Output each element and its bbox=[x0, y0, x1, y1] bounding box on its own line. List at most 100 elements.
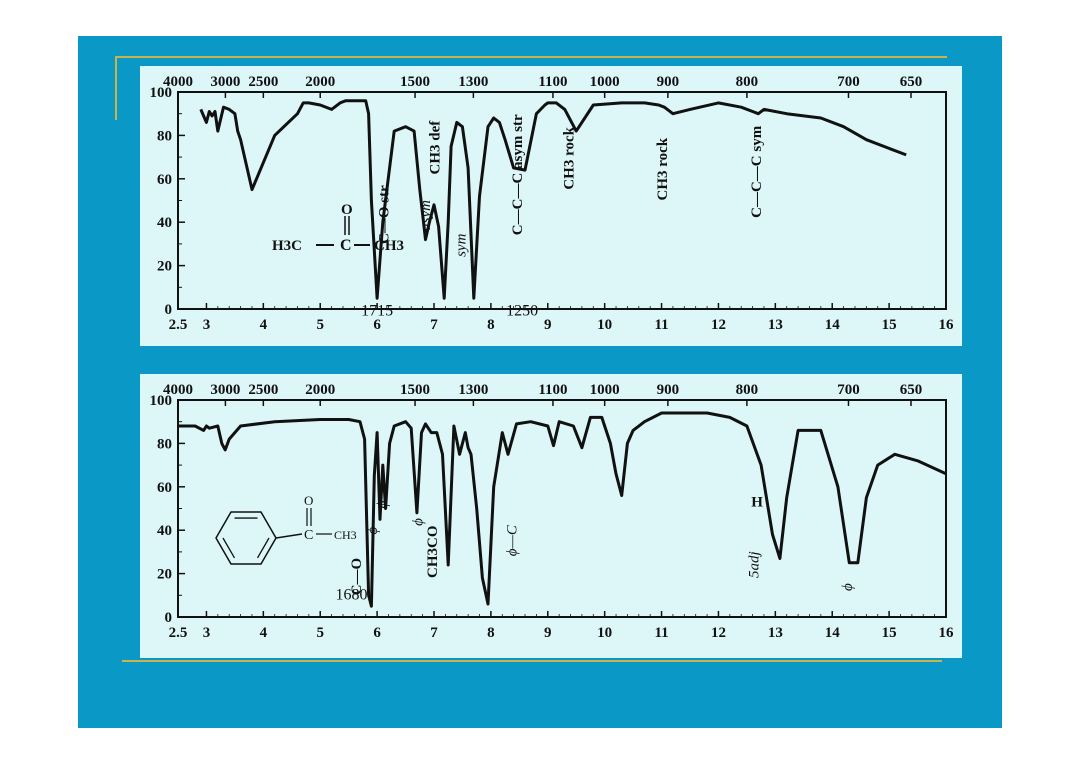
decorative-line bbox=[115, 56, 117, 120]
peak-annotation: ϕ bbox=[375, 501, 391, 509]
peak-annotation: 1715 bbox=[361, 303, 393, 320]
peak-annotation: 5adj bbox=[746, 551, 762, 578]
x-tick-label: 5 bbox=[316, 625, 324, 641]
peak-annotation: ϕ bbox=[840, 583, 856, 591]
x-tick-label: 10 bbox=[597, 317, 612, 333]
y-tick-label: 0 bbox=[165, 302, 173, 318]
x-tick-label: 2.5 bbox=[169, 625, 188, 641]
x-tick-label: 7 bbox=[430, 317, 438, 333]
y-tick-label: 60 bbox=[157, 172, 172, 188]
benzene-double-bond bbox=[222, 537, 236, 559]
top-tick-label: 1300 bbox=[458, 382, 488, 398]
acetophenone-ir-spectrum: 2.5 3 4 5 6 7 8 9 10 11 12 13 14 15 16 4000 3000 2500 2000… bbox=[150, 382, 955, 641]
top-tick-label: 900 bbox=[657, 74, 680, 90]
plot-frame bbox=[177, 399, 947, 618]
top-tick-label: 2000 bbox=[305, 382, 335, 398]
peak-annotation: CH3 def bbox=[428, 120, 444, 175]
top-tick-label: 1100 bbox=[538, 74, 567, 90]
x-tick-label: 15 bbox=[882, 317, 897, 333]
decorative-line bbox=[122, 660, 942, 662]
decorative-line bbox=[115, 56, 947, 58]
x-tick-label: 4 bbox=[260, 317, 268, 333]
top-tick-label: 4000 bbox=[163, 382, 193, 398]
peak-annotation: asym bbox=[418, 200, 434, 231]
y-tick-label: 100 bbox=[150, 85, 173, 101]
peak-annotation: sym bbox=[453, 233, 469, 256]
x-tick-label: 13 bbox=[768, 317, 783, 333]
peak-annotation: ϕ bbox=[411, 518, 427, 526]
acetone-spectrum-panel: 2.5 3 4 5 6 7 8 9 10 11 12 13 14 15 16 4000 3000 2500 2000… bbox=[140, 66, 962, 346]
formula-oxygen: O bbox=[304, 493, 313, 508]
x-tick-label: 15 bbox=[882, 625, 897, 641]
peak-annotation: C—C—C asym str bbox=[510, 114, 526, 235]
spectrum-line bbox=[178, 411, 947, 608]
y-tick-label: 0 bbox=[165, 610, 173, 626]
peak-annotation: ϕ bbox=[365, 527, 381, 535]
formula-right-group: CH3 bbox=[334, 528, 357, 542]
peak-annotation: C—C—C sym bbox=[749, 125, 765, 218]
formula-bond bbox=[275, 533, 303, 539]
peak-annotation: C—O bbox=[349, 558, 365, 596]
x-tick-label: 14 bbox=[825, 317, 841, 333]
peak-annotation: CH3CO bbox=[425, 525, 441, 578]
spectrum-line bbox=[199, 99, 907, 300]
x-tick-label: 11 bbox=[654, 625, 668, 641]
top-tick-label: 700 bbox=[837, 74, 860, 90]
peak-annotation: C—O str bbox=[376, 185, 392, 244]
x-tick-label: 13 bbox=[768, 625, 783, 641]
top-tick-label: 2500 bbox=[248, 74, 278, 90]
acetophenone-spectrum-panel: 2.5 3 4 5 6 7 8 9 10 11 12 13 14 15 16 4000 3000 2500 2000… bbox=[140, 374, 962, 658]
benzene-double-bond bbox=[256, 537, 270, 559]
x-tick-label: 3 bbox=[203, 625, 211, 641]
top-tick-label: 650 bbox=[900, 74, 923, 90]
x-tick-label: 8 bbox=[487, 625, 495, 641]
y-tick-label: 20 bbox=[157, 567, 172, 583]
formula-left-group: H3C bbox=[272, 238, 302, 254]
x-tick-label: 7 bbox=[430, 625, 438, 641]
top-tick-label: 800 bbox=[736, 382, 759, 398]
x-tick-label: 14 bbox=[825, 625, 841, 641]
x-tick-label: 5 bbox=[316, 317, 324, 333]
top-tick-label: 1500 bbox=[400, 74, 430, 90]
peak-annotation: 1680 bbox=[336, 587, 368, 604]
x-tick-label: 11 bbox=[654, 317, 668, 333]
top-tick-label: 3000 bbox=[210, 74, 240, 90]
x-tick-label: 6 bbox=[373, 625, 381, 641]
x-tick-label: 12 bbox=[711, 317, 726, 333]
top-tick-label: 2500 bbox=[248, 382, 278, 398]
x-tick-label: 16 bbox=[939, 317, 955, 333]
y-tick-label: 60 bbox=[157, 480, 172, 496]
acetone-ir-spectrum: 2.5 3 4 5 6 7 8 9 10 11 12 13 14 15 16 4000 3000 2500 2000… bbox=[150, 74, 955, 333]
peak-annotation: CH3 rock bbox=[561, 126, 577, 189]
plot-frame bbox=[177, 91, 947, 310]
x-tick-label: 9 bbox=[544, 317, 552, 333]
top-tick-label: 650 bbox=[900, 382, 923, 398]
x-tick-label: 12 bbox=[711, 625, 726, 641]
formula-right-group: CH3 bbox=[374, 238, 404, 254]
y-tick-label: 40 bbox=[157, 523, 172, 539]
x-tick-label: 9 bbox=[544, 625, 552, 641]
top-tick-label: 1100 bbox=[538, 382, 567, 398]
y-tick-label: 80 bbox=[157, 128, 172, 144]
x-tick-label: 2.5 bbox=[169, 317, 188, 333]
y-tick-label: 100 bbox=[150, 393, 173, 409]
top-tick-label: 1000 bbox=[590, 74, 620, 90]
x-tick-label: 3 bbox=[203, 317, 211, 333]
formula-oxygen: O bbox=[341, 202, 353, 218]
peak-annotation: CH3 rock bbox=[655, 137, 671, 200]
top-tick-label: 900 bbox=[657, 382, 680, 398]
top-tick-label: 3000 bbox=[210, 382, 240, 398]
x-tick-label: 10 bbox=[597, 625, 612, 641]
x-tick-label: 16 bbox=[939, 625, 955, 641]
x-tick-label: 6 bbox=[373, 317, 381, 333]
y-tick-label: 80 bbox=[157, 436, 172, 452]
formula-carbonyl-carbon: C bbox=[304, 528, 313, 543]
peak-annotation: H bbox=[751, 494, 763, 510]
y-tick-label: 40 bbox=[157, 215, 172, 231]
top-tick-label: 2000 bbox=[305, 74, 335, 90]
top-tick-label: 1500 bbox=[400, 382, 430, 398]
top-tick-label: 1000 bbox=[590, 382, 620, 398]
top-tick-label: 1300 bbox=[458, 74, 488, 90]
peak-annotation: ϕ—C bbox=[504, 524, 520, 556]
benzene-ring bbox=[215, 511, 277, 565]
